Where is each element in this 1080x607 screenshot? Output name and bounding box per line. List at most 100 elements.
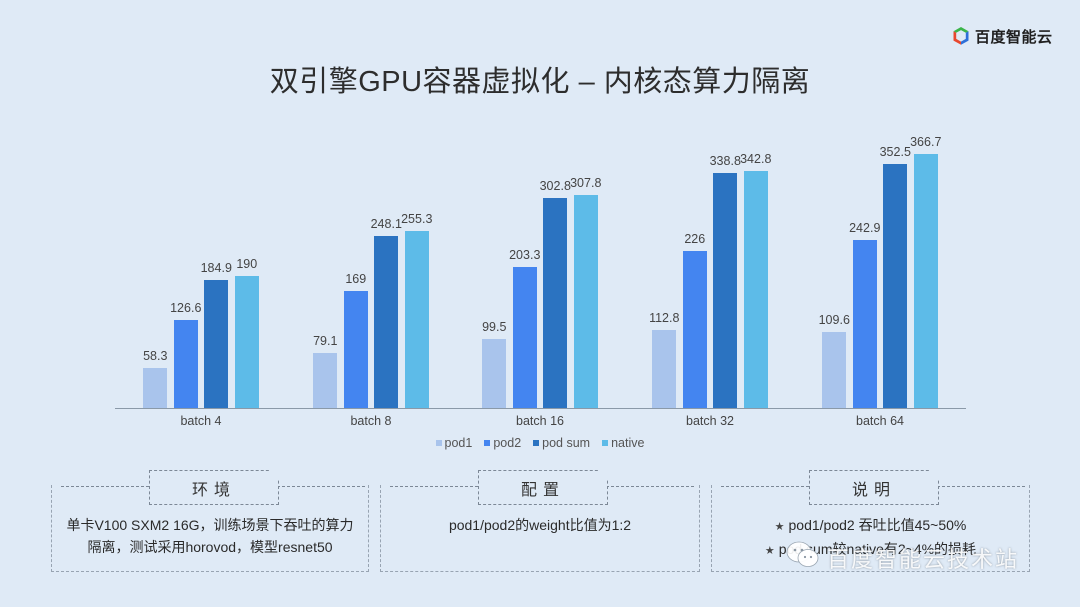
panel-divider <box>277 486 365 487</box>
panel-bullet-line: ★ pod sum较native有2~4%的损耗 <box>711 538 1030 562</box>
bar-pod-sum-batch-8 <box>374 236 399 408</box>
panel-heading: 配置 <box>478 470 608 505</box>
panel-body: 单卡V100 SXM2 16G，训练场景下吞吐的算力 隔离，测试采用horovo… <box>51 514 369 558</box>
folded-corner-icon <box>598 470 608 480</box>
bar-value-label: 302.8 <box>539 179 571 194</box>
panel-line: 单卡V100 SXM2 16G，训练场景下吞吐的算力 <box>66 517 354 533</box>
bar-native-batch-8 <box>404 231 429 408</box>
bar-value-label: 242.9 <box>849 220 881 235</box>
legend-swatch-icon <box>435 440 442 446</box>
wechat-icon <box>785 540 821 576</box>
bar-pod2-batch-8 <box>343 290 368 408</box>
bar-pod1-batch-64 <box>822 332 847 408</box>
bar-pod1-batch-4 <box>143 367 168 408</box>
panel-body: ★ pod1/pod2 吞吐比值45~50% ★ pod sum较native有2~… <box>711 514 1030 562</box>
bar-native-batch-64 <box>913 154 938 408</box>
baidu-cloud-logo-icon <box>952 26 970 46</box>
brand-logo: 百度智能云 <box>952 24 1053 48</box>
bar-value-label: 109.6 <box>818 313 850 328</box>
panel-line: pod1/pod2的weight比值为1:2 <box>448 517 632 533</box>
legend-item-pod2: pod2 <box>484 436 521 450</box>
bar-value-label: 342.8 <box>740 151 772 166</box>
folded-corner-icon <box>269 470 279 480</box>
legend-label: pod1 <box>444 436 473 450</box>
bar-pod-sum-batch-64 <box>883 163 908 408</box>
panel-border <box>711 485 1030 572</box>
legend-label: pod2 <box>493 436 522 450</box>
bar-value-label: 203.3 <box>509 248 541 263</box>
config-panel: 配置 pod1/pod2的weight比值为1:2 <box>380 470 700 572</box>
bar-pod1-batch-16 <box>482 339 507 408</box>
panel-divider <box>721 486 809 487</box>
brand-name: 百度智能云 <box>975 28 1053 46</box>
panel-line: pod sum较native有2~4%的损耗 <box>778 541 977 557</box>
bar-pod-sum-batch-4 <box>204 279 229 408</box>
legend-swatch-icon <box>484 440 491 446</box>
panel-border <box>51 485 369 572</box>
bar-value-label: 366.7 <box>910 135 942 149</box>
x-axis-category-label: batch 8 <box>350 414 392 428</box>
panel-border <box>380 485 700 572</box>
bar-pod-sum-batch-16 <box>543 198 568 408</box>
panel-heading: 环境 <box>149 470 279 505</box>
x-axis-category-label: batch 16 <box>516 414 564 428</box>
star-bullet-icon: ★ <box>764 545 775 557</box>
bar-pod-sum-batch-32 <box>713 173 738 408</box>
x-axis-category-label: batch 64 <box>856 414 904 428</box>
watermark-text: 百度智能云技术站 <box>827 547 1020 572</box>
bar-pod1-batch-8 <box>313 353 338 408</box>
bar-value-label: 255.3 <box>401 212 433 227</box>
bar-value-label: 58.3 <box>143 348 168 363</box>
bar-pod2-batch-16 <box>512 267 537 408</box>
bar-value-label: 126.6 <box>170 301 202 316</box>
bar-native-batch-16 <box>573 194 598 408</box>
legend-label: native <box>611 436 645 450</box>
bar-value-label: 169 <box>345 271 367 286</box>
watermark: 百度智能云技术站 <box>785 540 1019 576</box>
legend-item-native: native <box>602 436 644 450</box>
chart-legend: pod1 pod2 pod sum native <box>0 436 1080 450</box>
bar-value-label: 226 <box>684 232 706 247</box>
panel-line: pod1/pod2 吞吐比值45~50% <box>788 517 967 533</box>
panel-divider <box>606 486 694 487</box>
bar-value-label: 190 <box>236 257 258 272</box>
environment-panel: 环境 单卡V100 SXM2 16G，训练场景下吞吐的算力 隔离，测试采用hor… <box>51 470 369 572</box>
x-axis-category-label: batch 32 <box>686 414 734 428</box>
legend-item-pod1: pod1 <box>435 436 473 450</box>
bar-pod2-batch-4 <box>173 320 198 408</box>
panel-divider <box>61 486 149 487</box>
bar-value-label: 99.5 <box>482 320 507 335</box>
panel-line: 隔离，测试采用horovod，模型resnet50 <box>87 539 333 555</box>
folded-corner-icon <box>929 470 939 480</box>
panel-heading-text: 环境 <box>191 481 236 499</box>
legend-label: pod sum <box>542 436 591 450</box>
x-axis-line <box>115 408 966 409</box>
notes-panel: 说明 ★ pod1/pod2 吞吐比值45~50% ★ pod sum较native… <box>711 470 1030 572</box>
panel-divider <box>937 486 1025 487</box>
panel-bullet-line: ★ pod1/pod2 吞吐比值45~50% <box>711 514 1030 538</box>
bar-pod2-batch-64 <box>852 239 877 408</box>
star-bullet-icon: ★ <box>774 521 785 533</box>
bar-native-batch-4 <box>234 276 259 408</box>
bar-native-batch-32 <box>743 170 768 408</box>
bar-value-label: 352.5 <box>879 144 911 159</box>
page-title: 双引擎GPU容器虚拟化 – 内核态算力隔离 <box>269 66 811 98</box>
panel-heading: 说明 <box>809 470 939 505</box>
panel-divider <box>390 486 478 487</box>
bar-value-label: 184.9 <box>200 260 232 275</box>
bar-value-label: 307.8 <box>570 175 602 190</box>
bar-chart: 58.3 126.6 184.9 190 batch 4 79.1 169 248.1 255.… <box>115 135 966 428</box>
x-axis-category-label: batch 4 <box>180 414 222 428</box>
panel-heading-text: 配置 <box>520 481 565 499</box>
bar-value-label: 248.1 <box>370 217 402 232</box>
legend-swatch-icon <box>602 440 609 446</box>
bar-value-label: 338.8 <box>709 154 741 169</box>
bar-value-label: 79.1 <box>313 334 338 349</box>
bar-value-label: 112.8 <box>649 310 680 325</box>
panel-body: pod1/pod2的weight比值为1:2 <box>380 514 700 536</box>
panel-heading-text: 说明 <box>851 481 896 499</box>
bar-pod2-batch-32 <box>682 251 707 408</box>
bar-pod1-batch-32 <box>652 329 677 408</box>
legend-swatch-icon <box>533 440 540 446</box>
legend-item-pod-sum: pod sum <box>533 436 590 450</box>
